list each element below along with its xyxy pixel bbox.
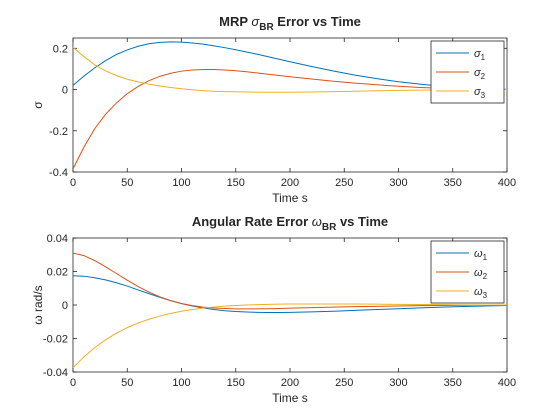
x-tick-label: 250 — [335, 377, 353, 389]
series-line-σ3 — [73, 46, 507, 93]
legend-symbol: ω — [474, 286, 483, 298]
y-axis-label: σ — [31, 101, 45, 109]
y-tick-label: -0.04 — [43, 367, 68, 379]
series-line-ω2 — [73, 252, 507, 310]
legend-label-1: σ1 — [474, 48, 486, 62]
series-line-ω3 — [73, 303, 507, 369]
title-prefix: MRP — [219, 14, 251, 29]
legend-label-2: σ2 — [474, 67, 486, 81]
y-tick-label: 0.02 — [47, 267, 68, 279]
x-axis-label: Time s — [272, 391, 308, 405]
legend-subscript: 1 — [483, 253, 488, 262]
y-tick-label: 0 — [62, 300, 68, 312]
legend-symbol: σ — [474, 67, 481, 79]
y-tick-label: -0.2 — [49, 126, 68, 138]
title-symbol: σ — [251, 14, 260, 29]
x-tick-label: 50 — [121, 177, 133, 189]
y-tick-label: 0.04 — [47, 233, 68, 245]
x-tick-label: 350 — [444, 377, 462, 389]
series-line-σ2 — [73, 69, 507, 170]
legend-symbol: ω — [474, 267, 483, 279]
y-tick-label: -0.4 — [49, 167, 68, 179]
y-tick-label: 0.2 — [53, 43, 68, 55]
x-tick-label: 0 — [70, 377, 76, 389]
chart-title: MRP σBR Error vs Time — [219, 14, 361, 33]
x-tick-label: 150 — [227, 377, 245, 389]
title-symbol: ω — [312, 214, 322, 229]
legend-subscript: 1 — [481, 53, 486, 62]
x-tick-label: 100 — [172, 377, 190, 389]
x-tick-label: 200 — [281, 177, 299, 189]
legend-label-1: ω1 — [474, 248, 488, 262]
title-subscript: BR — [322, 222, 337, 233]
title-suffix: Error vs Time — [274, 14, 361, 29]
series-line-ω1 — [73, 275, 507, 314]
legend-symbol: ω — [474, 248, 483, 260]
legend-subscript: 2 — [481, 72, 486, 81]
y-axis-label: ω rad/s — [31, 285, 45, 324]
series-line-σ1 — [73, 41, 507, 90]
y-tick-label: 0 — [62, 85, 68, 97]
legend-subscript: 3 — [481, 91, 486, 100]
chart-title: Angular Rate Error ωBR vs Time — [192, 214, 388, 233]
x-tick-label: 200 — [281, 377, 299, 389]
x-tick-label: 400 — [498, 377, 516, 389]
x-tick-label: 350 — [444, 177, 462, 189]
plot-1: 0 50 100 150 200 250 300 350 400 -0.4 -0.2 0 0.2 Time… — [31, 14, 516, 205]
title-suffix: vs Time — [336, 214, 388, 229]
x-tick-label: 300 — [389, 177, 407, 189]
x-tick-label: 250 — [335, 177, 353, 189]
legend-label-3: ω3 — [474, 286, 488, 300]
plot-2: 0 50 100 150 200 250 300 350 400 -0.04 -0.02 0 0.02 0… — [31, 214, 516, 405]
x-axis-label: Time s — [272, 191, 308, 205]
plots-container: 0 50 100 150 200 250 300 350 400-0.4-0.200.2Time… — [31, 14, 516, 405]
title-subscript: BR — [259, 22, 274, 33]
legend-subscript: 3 — [483, 291, 488, 300]
x-tick-label: 400 — [498, 177, 516, 189]
x-tick-label: 50 — [121, 377, 133, 389]
legend-symbol: σ — [474, 48, 481, 60]
x-tick-label: 300 — [389, 377, 407, 389]
x-tick-label: 100 — [172, 177, 190, 189]
legend-symbol: σ — [474, 86, 481, 98]
legend-subscript: 2 — [483, 272, 488, 281]
x-tick-label: 150 — [227, 177, 245, 189]
y-tick-label: -0.02 — [43, 334, 68, 346]
legend-label-3: σ3 — [474, 86, 486, 100]
legend-label-2: ω2 — [474, 267, 488, 281]
title-prefix: Angular Rate Error — [192, 214, 312, 229]
x-tick-label: 0 — [70, 177, 76, 189]
